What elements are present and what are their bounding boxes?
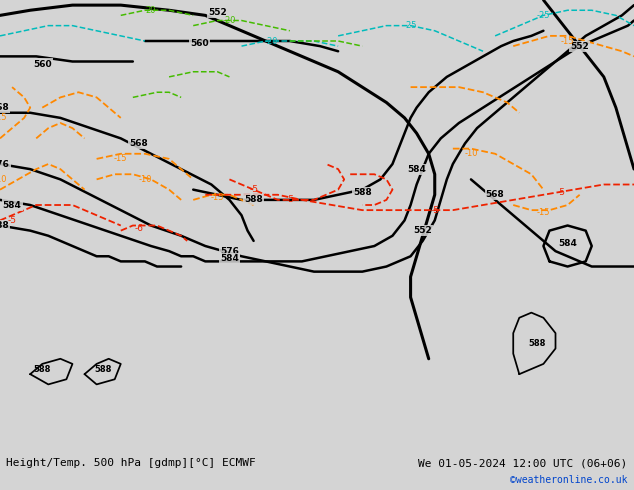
Text: -25: -25	[404, 21, 417, 30]
Text: 588: 588	[34, 365, 51, 373]
Text: 584: 584	[220, 254, 239, 263]
Text: 560: 560	[33, 60, 51, 69]
Text: 576: 576	[0, 160, 10, 169]
Text: 588: 588	[0, 221, 10, 230]
Text: 576: 576	[220, 246, 239, 256]
Text: ©weatheronline.co.uk: ©weatheronline.co.uk	[510, 475, 628, 485]
Text: 20: 20	[146, 6, 156, 15]
Text: -15: -15	[114, 154, 127, 163]
Text: -10: -10	[0, 175, 7, 184]
Text: -20: -20	[265, 36, 278, 46]
Text: -5: -5	[557, 188, 566, 196]
Text: -15: -15	[536, 208, 550, 217]
Text: 568: 568	[486, 190, 505, 199]
Text: 588: 588	[244, 196, 263, 204]
Text: 552: 552	[413, 226, 432, 235]
Text: 584: 584	[407, 165, 426, 173]
Text: -5: -5	[249, 185, 258, 194]
Text: -5: -5	[430, 206, 439, 215]
Text: -10: -10	[138, 175, 152, 184]
Text: 588: 588	[353, 188, 372, 196]
Text: -15: -15	[210, 193, 224, 202]
Text: 588: 588	[529, 339, 546, 348]
Text: 560: 560	[190, 39, 209, 48]
Text: -25: -25	[536, 11, 550, 20]
Text: 584: 584	[3, 200, 22, 210]
Text: -20: -20	[223, 16, 236, 25]
Text: 552: 552	[570, 42, 589, 50]
Text: 552: 552	[208, 8, 227, 17]
Text: 584: 584	[558, 239, 577, 248]
Text: -15: -15	[561, 36, 574, 46]
Text: We 01-05-2024 12:00 UTC (06+06): We 01-05-2024 12:00 UTC (06+06)	[418, 458, 628, 468]
Text: 568: 568	[0, 103, 10, 112]
Text: Height/Temp. 500 hPa [gdmp][°C] ECMWF: Height/Temp. 500 hPa [gdmp][°C] ECMWF	[6, 458, 256, 468]
Text: -15: -15	[0, 113, 7, 122]
Text: -5: -5	[8, 216, 16, 225]
Text: -6: -6	[134, 223, 143, 233]
Text: 588: 588	[94, 365, 112, 373]
Text: -5: -5	[285, 196, 294, 204]
Text: -10: -10	[464, 149, 478, 158]
Text: 568: 568	[129, 139, 148, 148]
